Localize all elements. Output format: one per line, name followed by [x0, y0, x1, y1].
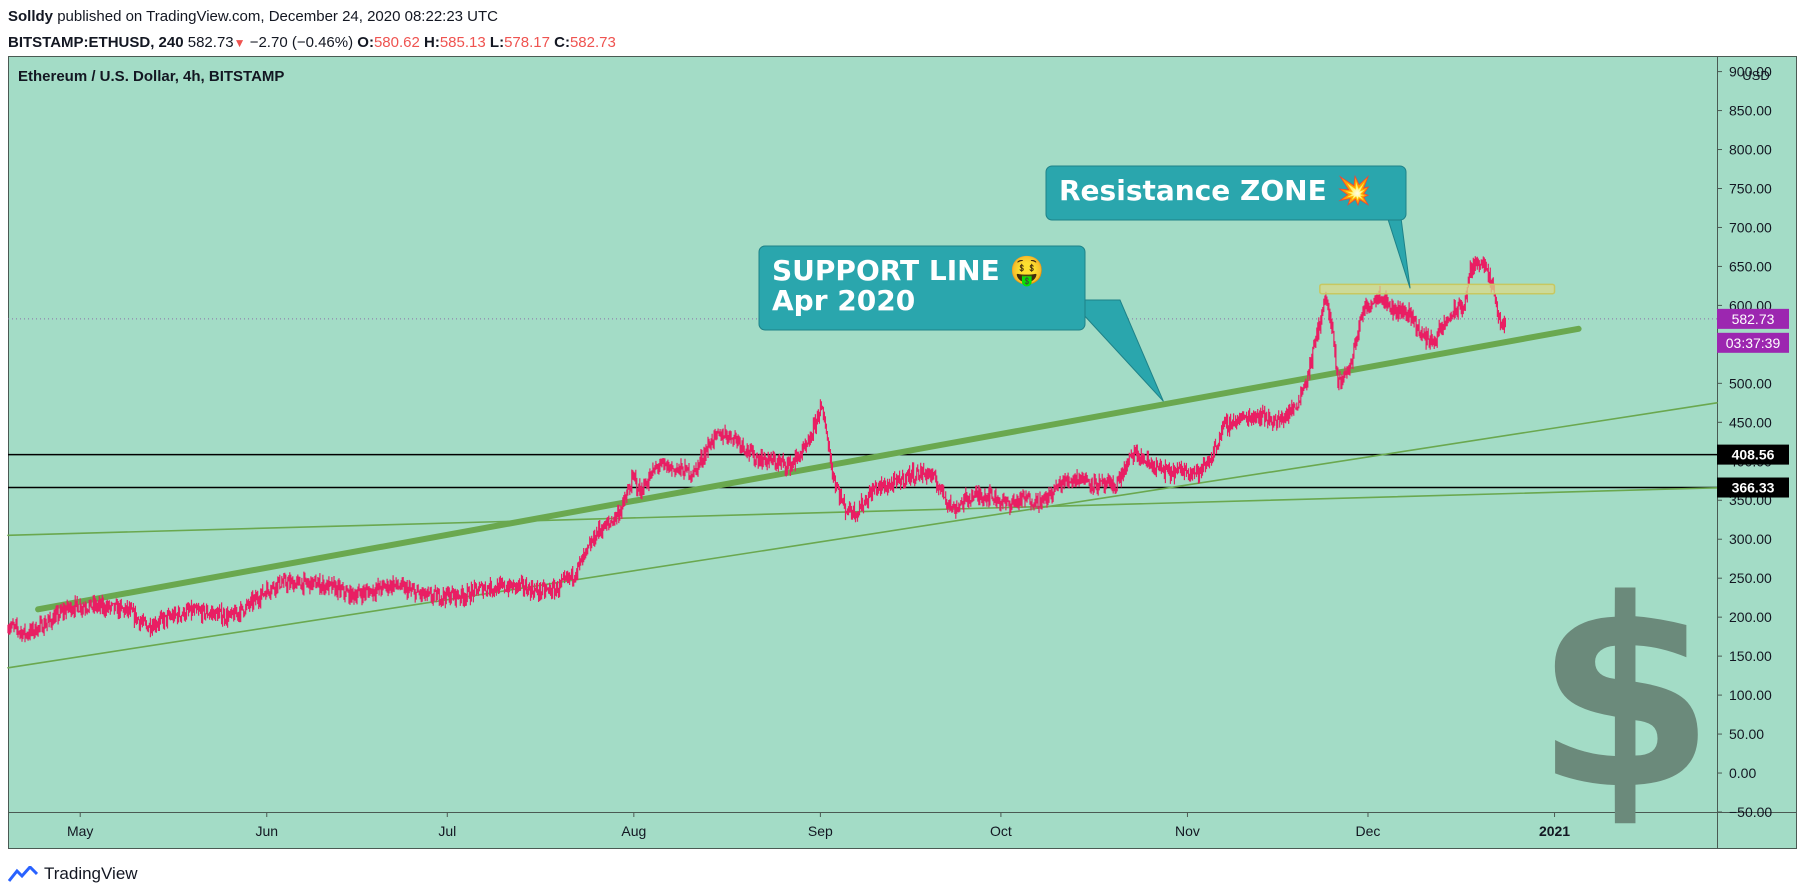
chart-title: Ethereum / U.S. Dollar, 4h, BITSTAMP	[18, 68, 284, 85]
low-label: L:	[489, 34, 505, 51]
chart-header: Solldy published on TradingView.com, Dec…	[8, 6, 616, 54]
x-tick-label: Jun	[255, 823, 278, 839]
callout-text: Resistance ZONE 💥	[1059, 174, 1371, 207]
x-tick-label: Oct	[990, 823, 1012, 839]
close-value: 582.73	[569, 34, 616, 51]
y-tick-label: 300.00	[1729, 531, 1772, 547]
low-value: 578.17	[504, 34, 550, 51]
resistance-zone-box[interactable]	[1319, 283, 1556, 295]
x-tick-label: May	[67, 823, 93, 839]
symbol-label: BITSTAMP:ETHUSD, 240	[8, 34, 184, 51]
time-axis[interactable]: May Jun Jul Aug Sep Oct Nov Dec 2021	[67, 812, 1570, 839]
open-label: O:	[357, 34, 374, 51]
badge-background	[1717, 308, 1789, 329]
trendline[interactable]	[7, 486, 1718, 537]
x-tick-label: Nov	[1175, 823, 1200, 839]
callout-text: SUPPORT LINE 🤑	[772, 254, 1044, 287]
down-arrow-icon: ▼	[233, 36, 246, 50]
y-tick-label: 50.00	[1729, 726, 1764, 742]
trendline[interactable]	[7, 402, 1718, 669]
last-price: 582.73	[187, 34, 234, 51]
callout-box[interactable]	[758, 245, 1086, 331]
y-tick-label: −50.00	[1729, 804, 1772, 820]
price-axis-area[interactable]	[1717, 56, 1797, 812]
callout[interactable]: SUPPORT LINE 🤑Apr 2020	[758, 245, 1164, 402]
time-axis-area[interactable]	[8, 812, 1797, 849]
badge-background	[1717, 477, 1789, 498]
y-tick-label: 650.00	[1729, 258, 1772, 274]
support-trendline[interactable]	[35, 325, 1582, 613]
trendlines[interactable]	[7, 325, 1718, 669]
y-tick-label: 200.00	[1729, 609, 1772, 625]
x-tick-label: Sep	[808, 823, 833, 839]
y-tick-label: 700.00	[1729, 219, 1772, 235]
badge-background	[1717, 444, 1789, 465]
annotations[interactable]: SUPPORT LINE 🤑Apr 2020 Resistance ZONE 💥	[758, 165, 1411, 402]
x-tick-label: Aug	[621, 823, 646, 839]
currency-label[interactable]: USD	[1742, 68, 1769, 83]
axis-price-badge: 366.33	[1717, 477, 1789, 498]
high-label: H:	[424, 34, 440, 51]
y-tick-label: 250.00	[1729, 570, 1772, 586]
brand-name: TradingView	[44, 864, 138, 883]
callout-box[interactable]	[1045, 165, 1407, 221]
y-tick-label: 800.00	[1729, 142, 1772, 158]
tradingview-logo-icon	[8, 866, 38, 882]
badge-text: 582.73	[1732, 311, 1775, 327]
price-series	[7, 256, 1506, 643]
publish-line: Solldy published on TradingView.com, Dec…	[8, 6, 616, 28]
axis-price-badge: 03:37:39	[1717, 332, 1789, 353]
price-axis[interactable]: 900.00850.00800.00750.00700.00650.00600.…	[1717, 64, 1772, 820]
author-name[interactable]: Solldy	[8, 8, 54, 25]
candlestick-wicks	[7, 256, 1506, 643]
y-tick-label: 850.00	[1729, 103, 1772, 119]
footer-brand[interactable]: TradingView	[8, 862, 138, 886]
open-value: 580.62	[373, 34, 420, 51]
resistance-zone[interactable]	[1319, 283, 1556, 295]
axis-price-badge: 408.56	[1717, 444, 1789, 465]
callout-text: Apr 2020	[772, 284, 915, 317]
badge-text: 366.33	[1732, 480, 1775, 496]
x-tick-label: Dec	[1356, 823, 1381, 839]
ohlc-line: BITSTAMP:ETHUSD, 240 582.73▼ −2.70 (−0.4…	[8, 32, 616, 54]
high-value: 585.13	[439, 34, 486, 51]
y-tick-label: 750.00	[1729, 180, 1772, 196]
y-tick-label: 150.00	[1729, 648, 1772, 664]
chart-frame	[8, 56, 1797, 849]
callout[interactable]: Resistance ZONE 💥	[1045, 165, 1411, 289]
y-tick-label: 500.00	[1729, 375, 1772, 391]
price-change: −2.70 (−0.46%)	[249, 34, 354, 51]
badge-background	[1717, 332, 1789, 353]
dollar-watermark: $	[1535, 545, 1716, 847]
y-tick-label: 0.00	[1729, 765, 1756, 781]
y-tick-label: 450.00	[1729, 414, 1772, 430]
plot-background	[8, 56, 1797, 849]
dollar-icon: $	[1535, 545, 1716, 847]
x-tick-label: Jul	[438, 823, 456, 839]
badge-text: 408.56	[1732, 447, 1775, 463]
badge-text: 03:37:39	[1726, 335, 1781, 351]
close-label: C:	[554, 34, 570, 51]
axis-badges: 582.73 03:37:39 408.56 366.33	[1717, 308, 1789, 498]
plot-area[interactable]	[8, 56, 1717, 812]
y-tick-label: 900.00	[1729, 64, 1772, 80]
y-tick-label: 100.00	[1729, 687, 1772, 703]
publish-info: published on TradingView.com, December 2…	[57, 8, 499, 25]
callout-pointer	[1068, 299, 1164, 402]
horizontal-levels	[8, 318, 1717, 489]
axis-price-badge: 582.73	[1717, 308, 1789, 329]
x-tick-label: 2021	[1539, 823, 1570, 839]
